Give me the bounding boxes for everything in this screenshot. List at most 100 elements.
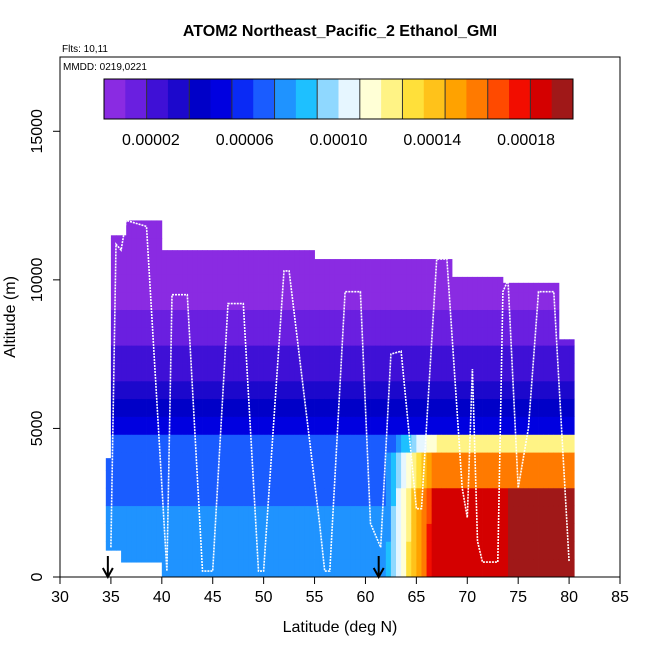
heatmap-cell xyxy=(411,487,417,507)
heatmap-cell xyxy=(441,505,448,524)
heatmap-cell xyxy=(294,523,300,542)
heatmap-cell xyxy=(355,559,361,578)
heatmap-cell xyxy=(263,256,270,275)
heatmap-cell xyxy=(238,327,244,346)
heatmap-cell xyxy=(131,434,137,453)
heatmap-cell xyxy=(431,541,438,560)
heatmap-cell xyxy=(385,452,392,471)
heatmap-cell xyxy=(421,345,427,364)
heatmap-cell xyxy=(446,505,453,524)
heatmap-cell xyxy=(487,398,494,417)
heatmap-cell xyxy=(416,416,422,435)
heatmap-cell xyxy=(416,291,422,310)
x-tick-label: 70 xyxy=(458,589,476,606)
heatmap-cell xyxy=(513,398,519,417)
heatmap-cell xyxy=(278,256,285,275)
heatmap-cell xyxy=(222,541,229,560)
heatmap-cell xyxy=(340,309,346,328)
heatmap-cell xyxy=(202,470,209,489)
heatmap-cell xyxy=(411,434,417,453)
heatmap-cell xyxy=(177,291,183,310)
heatmap-cell xyxy=(569,398,575,417)
heatmap-cell xyxy=(228,434,234,453)
heatmap-cell xyxy=(569,345,575,364)
heatmap-cell xyxy=(513,505,519,524)
heatmap-cell xyxy=(299,487,305,507)
heatmap-cell xyxy=(116,416,122,435)
heatmap-cell xyxy=(543,452,550,471)
heatmap-cell xyxy=(457,291,463,310)
heatmap-cell xyxy=(243,291,249,310)
heatmap-cell xyxy=(345,434,351,453)
heatmap-cell xyxy=(284,470,290,489)
heatmap-cell xyxy=(177,309,183,328)
heatmap-cell xyxy=(121,380,127,400)
heatmap-cell xyxy=(273,256,280,275)
heatmap-cell xyxy=(538,434,545,453)
heatmap-cell xyxy=(212,434,219,453)
heatmap-cell xyxy=(238,416,244,435)
heatmap-cell xyxy=(131,559,137,563)
heatmap-cell xyxy=(558,470,565,489)
heatmap-cell xyxy=(304,380,310,400)
heatmap-cell xyxy=(299,434,305,453)
heatmap-cell xyxy=(426,259,433,275)
heatmap-cell xyxy=(192,541,198,560)
heatmap-cell xyxy=(441,398,448,417)
heatmap-cell xyxy=(146,487,153,507)
heatmap-cell xyxy=(187,487,193,507)
heatmap-cell xyxy=(243,256,249,275)
heatmap-cell xyxy=(482,291,489,310)
heatmap-cell xyxy=(441,541,448,560)
heatmap-cell xyxy=(121,487,127,507)
heatmap-cell xyxy=(360,291,366,310)
heatmap-cell xyxy=(207,505,214,524)
heatmap-cell xyxy=(431,398,438,417)
heatmap-cell xyxy=(268,291,275,310)
heatmap-cell xyxy=(564,363,570,382)
heatmap-cell xyxy=(548,363,555,382)
heatmap-cell xyxy=(141,416,147,435)
heatmap-cell xyxy=(411,363,417,382)
heatmap-cell xyxy=(182,470,188,489)
heatmap-cell xyxy=(390,398,397,417)
colorbar-swatch xyxy=(509,79,531,119)
heatmap-cell xyxy=(156,273,163,293)
heatmap-cell xyxy=(558,398,565,417)
heatmap-cell xyxy=(564,345,570,364)
heatmap-cell xyxy=(401,452,407,471)
heatmap-cell xyxy=(105,470,112,489)
heatmap-cell xyxy=(396,345,402,364)
heatmap-cell xyxy=(416,523,422,542)
heatmap-cell xyxy=(472,541,478,560)
heatmap-cell xyxy=(314,470,321,489)
heatmap-cell xyxy=(131,273,137,293)
heatmap-cell xyxy=(548,487,555,507)
colorbar-swatch xyxy=(125,79,148,119)
heatmap-cell xyxy=(294,309,300,328)
heatmap-cell xyxy=(110,434,117,453)
heatmap-cell xyxy=(294,559,300,578)
heatmap-cell xyxy=(543,309,550,328)
heatmap-cell xyxy=(299,559,305,578)
heatmap-cell xyxy=(263,380,270,400)
heatmap-cell xyxy=(146,345,153,364)
heatmap-cell xyxy=(284,363,290,382)
heatmap-cell xyxy=(564,541,570,560)
heatmap-cell xyxy=(161,273,168,293)
heatmap-cell xyxy=(116,505,122,524)
heatmap-cell xyxy=(492,541,499,560)
heatmap-cell xyxy=(472,523,478,542)
heatmap-cell xyxy=(548,523,555,542)
heatmap-cell xyxy=(502,470,509,489)
heatmap-cell xyxy=(131,327,137,346)
heatmap-cell xyxy=(207,398,214,417)
heatmap-cell xyxy=(238,256,244,275)
heatmap-cell xyxy=(110,273,117,293)
heatmap-cell xyxy=(294,505,300,524)
heatmap-cell xyxy=(268,416,275,435)
heatmap-cell xyxy=(233,291,239,310)
heatmap-cell xyxy=(334,273,341,293)
heatmap-cell xyxy=(477,380,483,400)
heatmap-cell xyxy=(212,541,219,560)
